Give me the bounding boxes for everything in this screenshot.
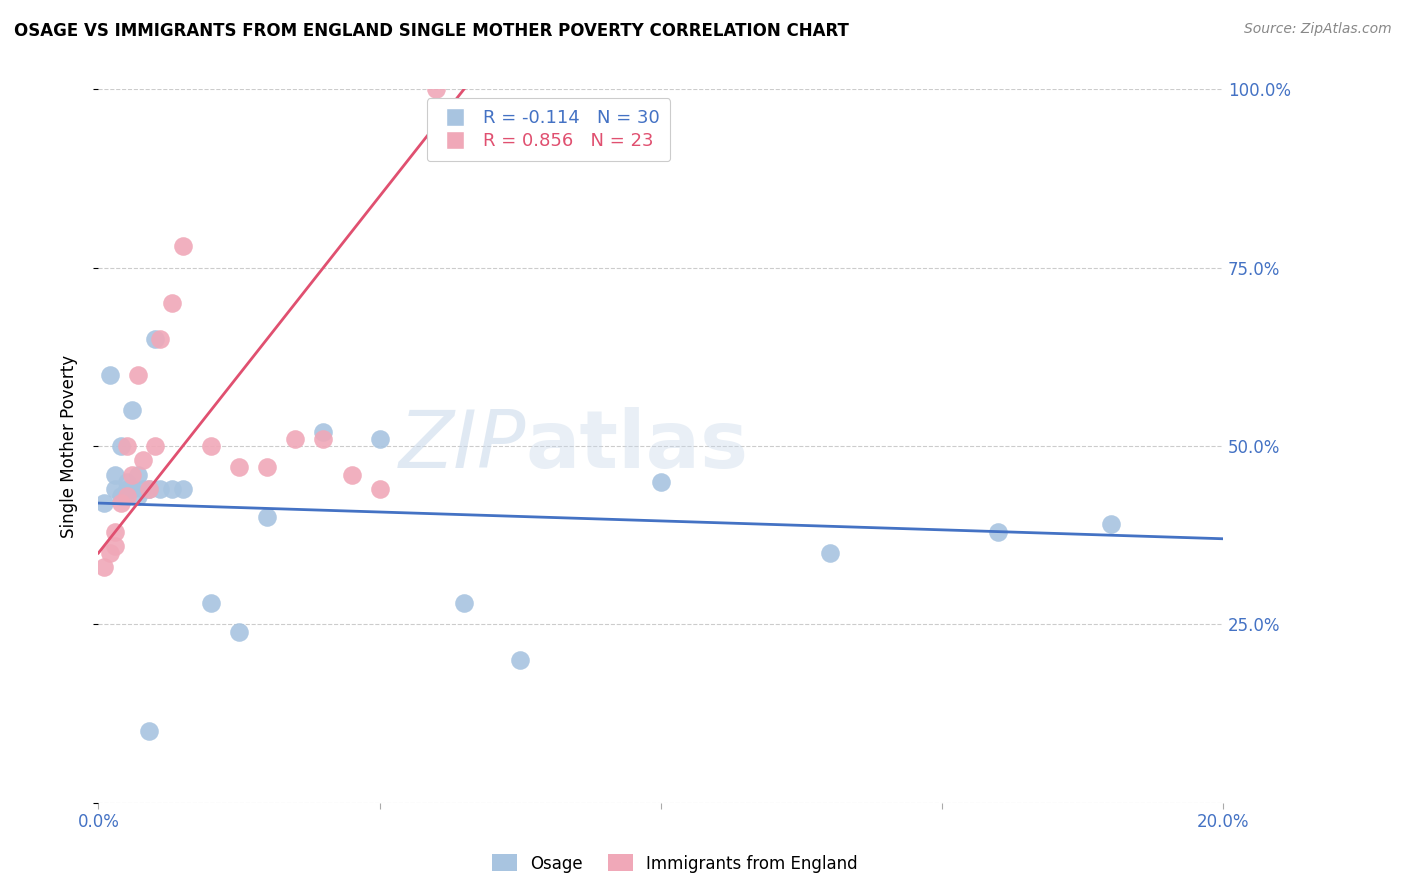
Point (368, 432, 391, 446)
Point (256, 460, 278, 475)
Point (143, 332, 166, 346)
Text: Source: ZipAtlas.com: Source: ZipAtlas.com (1244, 22, 1392, 37)
Point (368, 482, 391, 496)
Point (121, 482, 143, 496)
Point (132, 482, 155, 496)
Point (160, 296, 183, 310)
Point (127, 467, 149, 482)
Text: ZIP: ZIP (398, 407, 526, 485)
Point (284, 432, 307, 446)
Point (98, 368, 121, 382)
Point (104, 482, 127, 496)
Y-axis label: Single Mother Poverty: Single Mother Poverty (59, 354, 77, 538)
Point (93, 560, 115, 574)
Point (160, 482, 183, 496)
Point (138, 482, 160, 496)
Point (98, 546, 121, 560)
Point (143, 439, 166, 453)
Legend: R = -0.114   N = 30, R = 0.856   N = 23: R = -0.114 N = 30, R = 0.856 N = 23 (426, 98, 671, 161)
Text: OSAGE VS IMMIGRANTS FROM ENGLAND SINGLE MOTHER POVERTY CORRELATION CHART: OSAGE VS IMMIGRANTS FROM ENGLAND SINGLE … (14, 22, 849, 40)
Point (115, 475, 138, 489)
Point (110, 439, 132, 453)
Point (93, 496, 115, 510)
Point (312, 432, 335, 446)
Point (110, 489, 132, 503)
Point (115, 489, 138, 503)
Point (121, 403, 143, 417)
Point (228, 460, 250, 475)
Point (132, 453, 155, 467)
Point (110, 496, 132, 510)
Point (104, 524, 127, 539)
Point (149, 332, 172, 346)
Point (650, 475, 672, 489)
Point (987, 524, 1010, 539)
Point (1099, 517, 1122, 532)
Legend: Osage, Immigrants from England: Osage, Immigrants from England (485, 847, 865, 880)
Point (256, 510, 278, 524)
Point (127, 368, 149, 382)
Point (138, 724, 160, 739)
Point (228, 624, 250, 639)
Point (200, 596, 222, 610)
Text: atlas: atlas (526, 407, 749, 485)
Point (104, 539, 127, 553)
Point (425, 82, 447, 96)
Point (818, 546, 841, 560)
Point (453, 596, 475, 610)
Point (200, 439, 222, 453)
Point (138, 482, 160, 496)
Point (115, 439, 138, 453)
Point (172, 239, 194, 253)
Point (340, 467, 363, 482)
Point (127, 489, 149, 503)
Point (312, 425, 335, 439)
Point (121, 467, 143, 482)
Point (172, 482, 194, 496)
Point (509, 653, 531, 667)
Point (104, 467, 127, 482)
Point (115, 482, 138, 496)
Point (149, 482, 172, 496)
